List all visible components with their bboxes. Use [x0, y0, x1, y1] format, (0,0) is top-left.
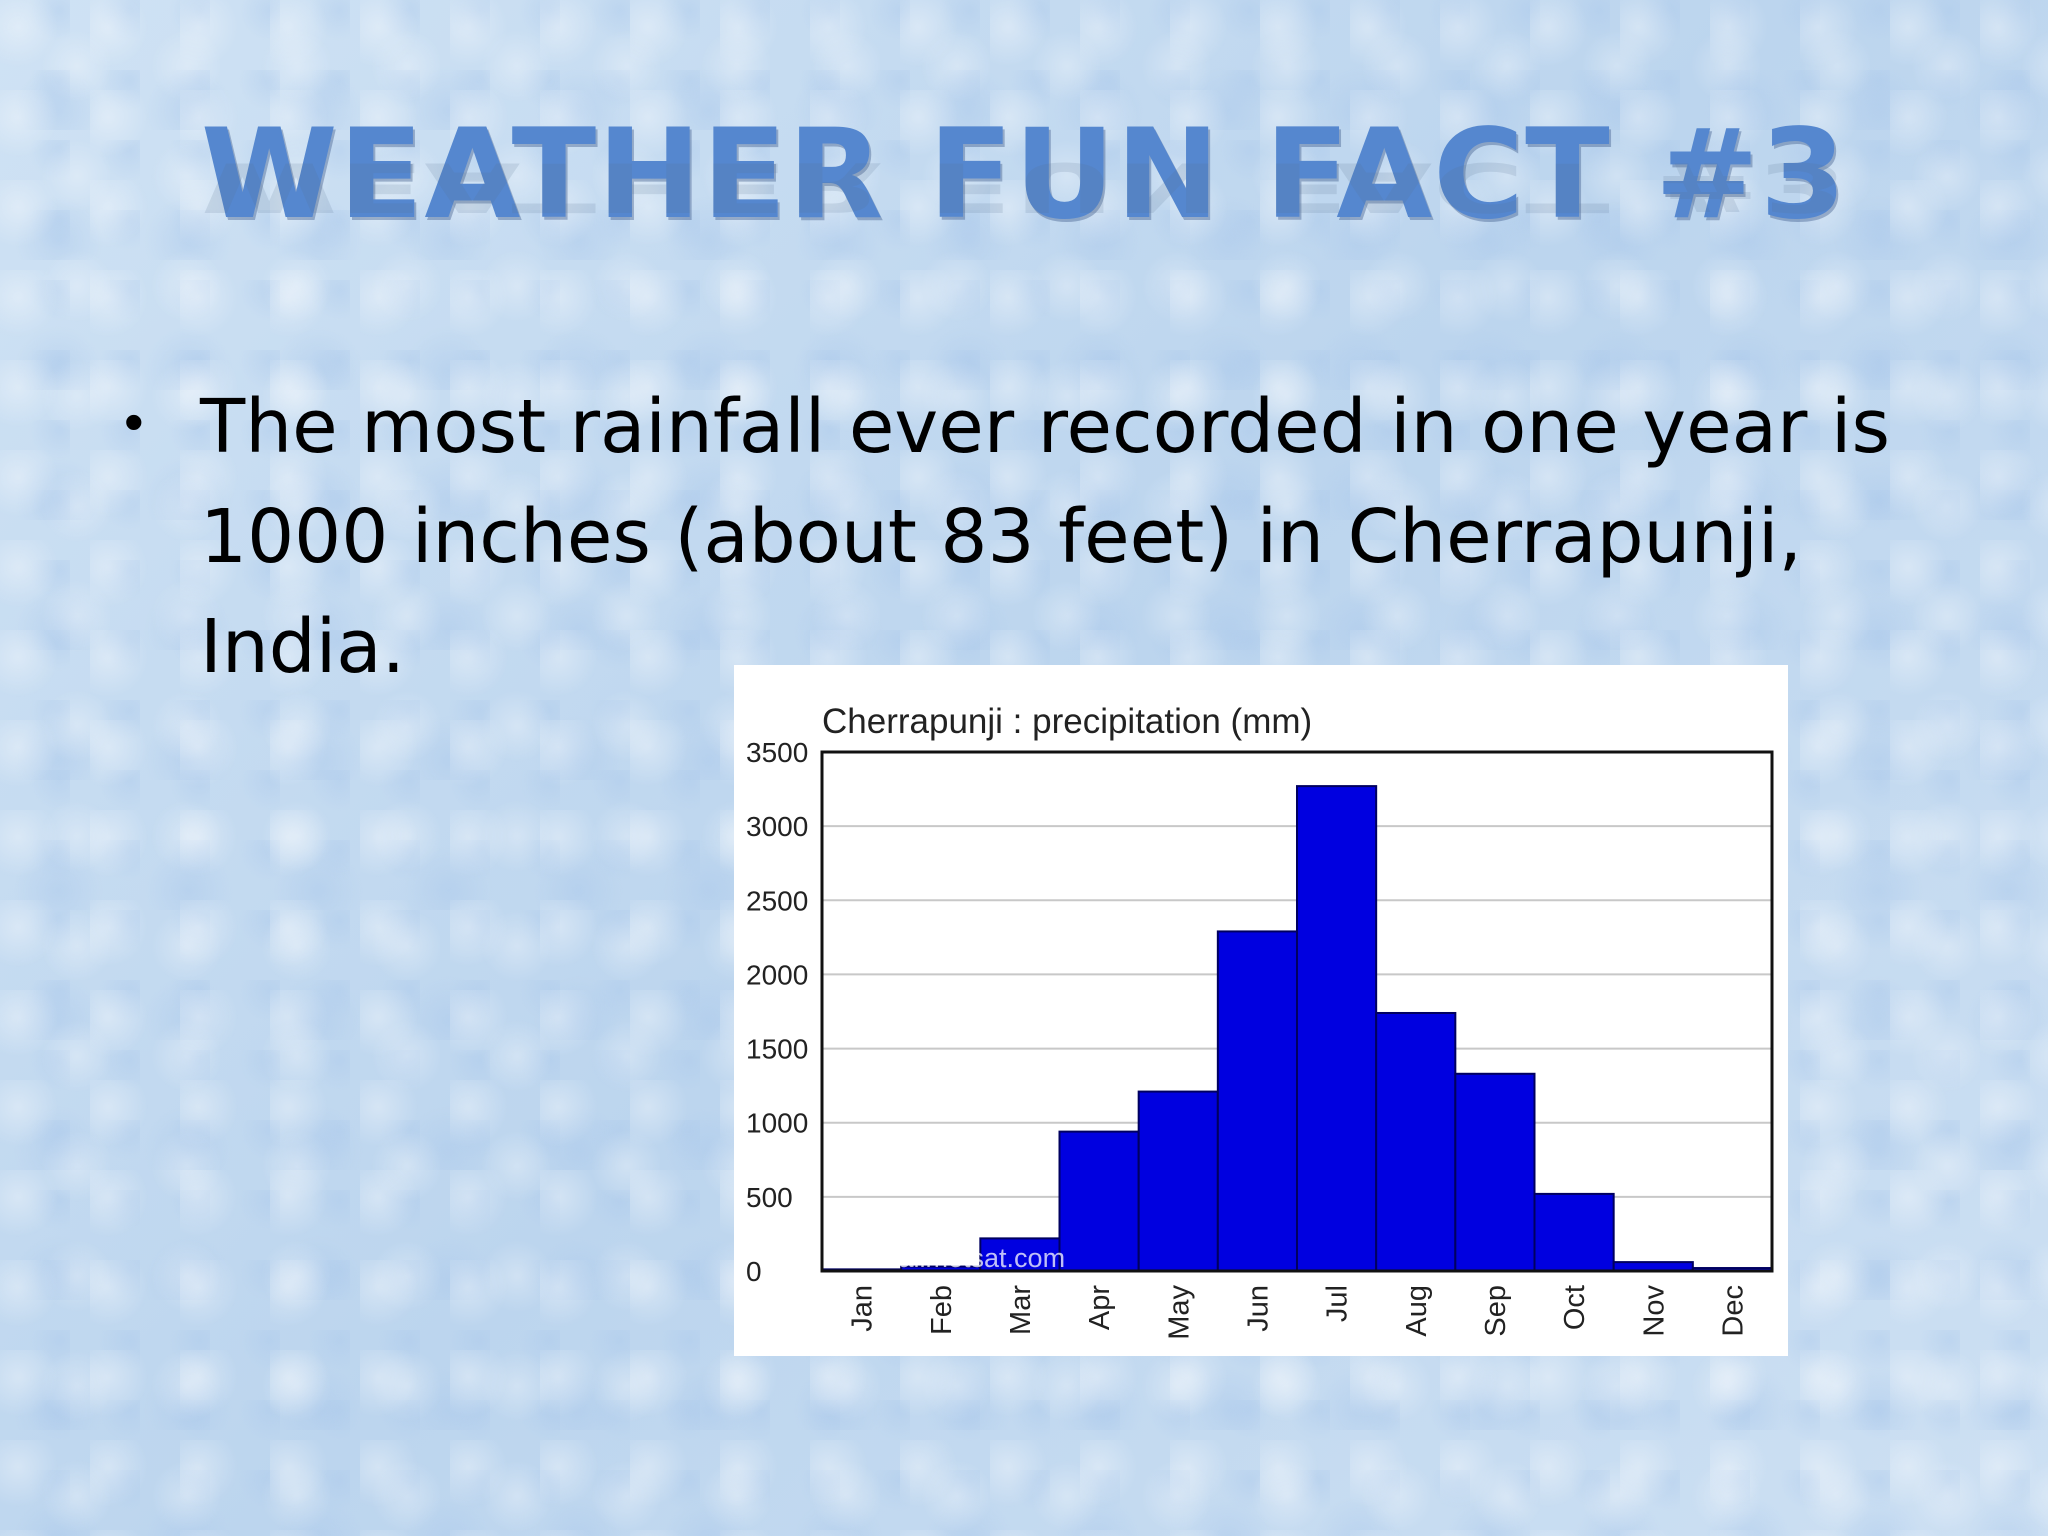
- chart-canvas: www.allmetsat.com 0 500 1000 1500 2000 2500 30…: [746, 702, 1774, 1340]
- bar-jul: [1296, 785, 1378, 1272]
- chart-title: Cherrapunji : precipitation (mm): [822, 702, 1312, 741]
- x-category-label: Nov: [1638, 1285, 1670, 1337]
- x-category-label: Apr: [1084, 1285, 1116, 1330]
- slide-title: WEATHER FUN FACT #3: [200, 103, 1848, 247]
- y-tick-label: 500: [746, 1182, 793, 1213]
- x-category-label: Sep: [1480, 1285, 1512, 1337]
- x-axis-categories: Jan Feb Mar Apr May Jun Jul Aug Sep Oct Nov Dec: [847, 1285, 1750, 1340]
- bar-jun: [1216, 930, 1299, 1272]
- bullet-text: The most rainfall ever recorded in one y…: [200, 384, 1891, 690]
- bar-sep: [1454, 1072, 1536, 1272]
- chart-watermark: www.allmetsat.com: [833, 1243, 1065, 1273]
- bar-aug: [1375, 1011, 1457, 1272]
- y-tick-label: 0: [746, 1256, 762, 1287]
- x-category-label: Jan: [847, 1285, 879, 1332]
- y-tick-label: 2000: [746, 959, 808, 990]
- x-category-label: Oct: [1559, 1285, 1591, 1330]
- bar-may: [1137, 1090, 1219, 1272]
- x-category-label: Mar: [1005, 1285, 1037, 1335]
- bar-oct: [1533, 1192, 1615, 1272]
- y-axis-ticks: 0 500 1000 1500 2000 2500 3000 3500: [746, 737, 808, 1287]
- y-tick-label: 2500: [746, 885, 808, 916]
- y-tick-label: 1500: [746, 1034, 808, 1065]
- x-category-label: Dec: [1717, 1285, 1749, 1337]
- x-category-label: Feb: [926, 1285, 958, 1335]
- x-category-label: Aug: [1401, 1285, 1433, 1337]
- precipitation-chart: www.allmetsat.com 0 500 1000 1500 2000 2500 30…: [734, 665, 1788, 1356]
- bars: [821, 785, 1773, 1273]
- x-category-label: Jul: [1322, 1285, 1354, 1322]
- y-tick-label: 3000: [746, 811, 808, 842]
- x-category-label: Jun: [1242, 1285, 1274, 1332]
- bar-apr: [1058, 1130, 1140, 1272]
- bullet-icon: •: [124, 390, 144, 453]
- plot-frame: [820, 750, 1774, 1273]
- y-tick-label: 1000: [746, 1108, 808, 1139]
- x-category-label: May: [1163, 1285, 1195, 1340]
- y-tick-label: 3500: [746, 737, 808, 768]
